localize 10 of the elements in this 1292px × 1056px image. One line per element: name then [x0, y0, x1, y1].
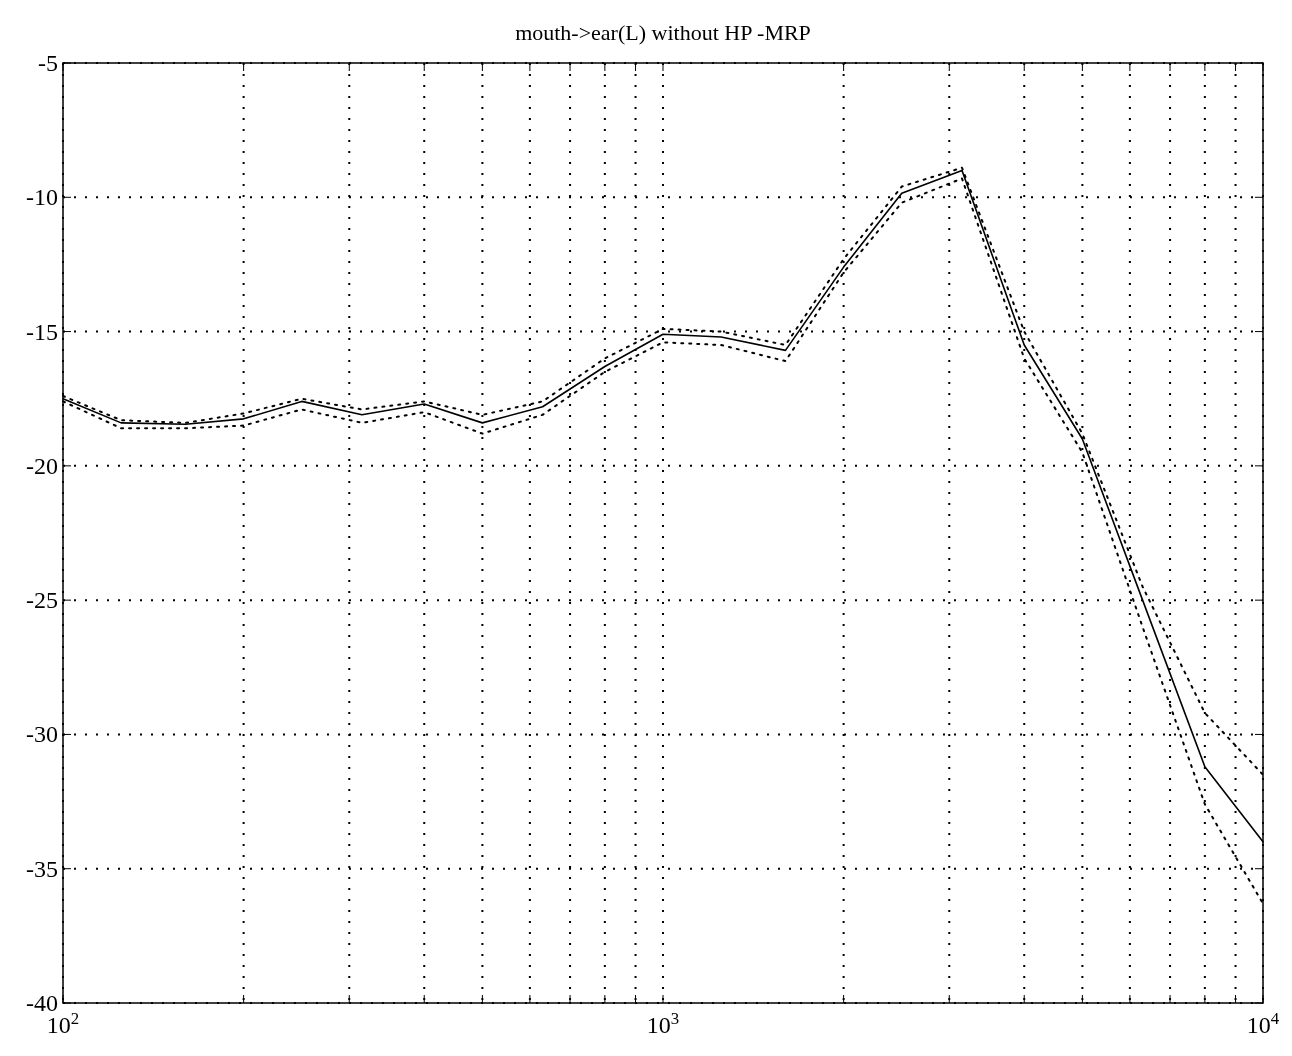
y-tick-label: -35 [26, 855, 58, 882]
y-tick-label: -30 [26, 721, 58, 748]
chart-title: mouth->ear(L) without HP -MRP [515, 20, 811, 45]
x-tick-label: 10$^{3}$ [646, 1008, 680, 1038]
y-tick-label: -20 [26, 452, 58, 479]
y-tick-label: -10 [26, 184, 58, 211]
y-tick-label: -25 [26, 587, 58, 614]
x-tick-label: 10$^{4}$ [1246, 1008, 1280, 1038]
y-tick-label: -5 [38, 50, 58, 76]
y-tick-label: -15 [26, 318, 58, 345]
